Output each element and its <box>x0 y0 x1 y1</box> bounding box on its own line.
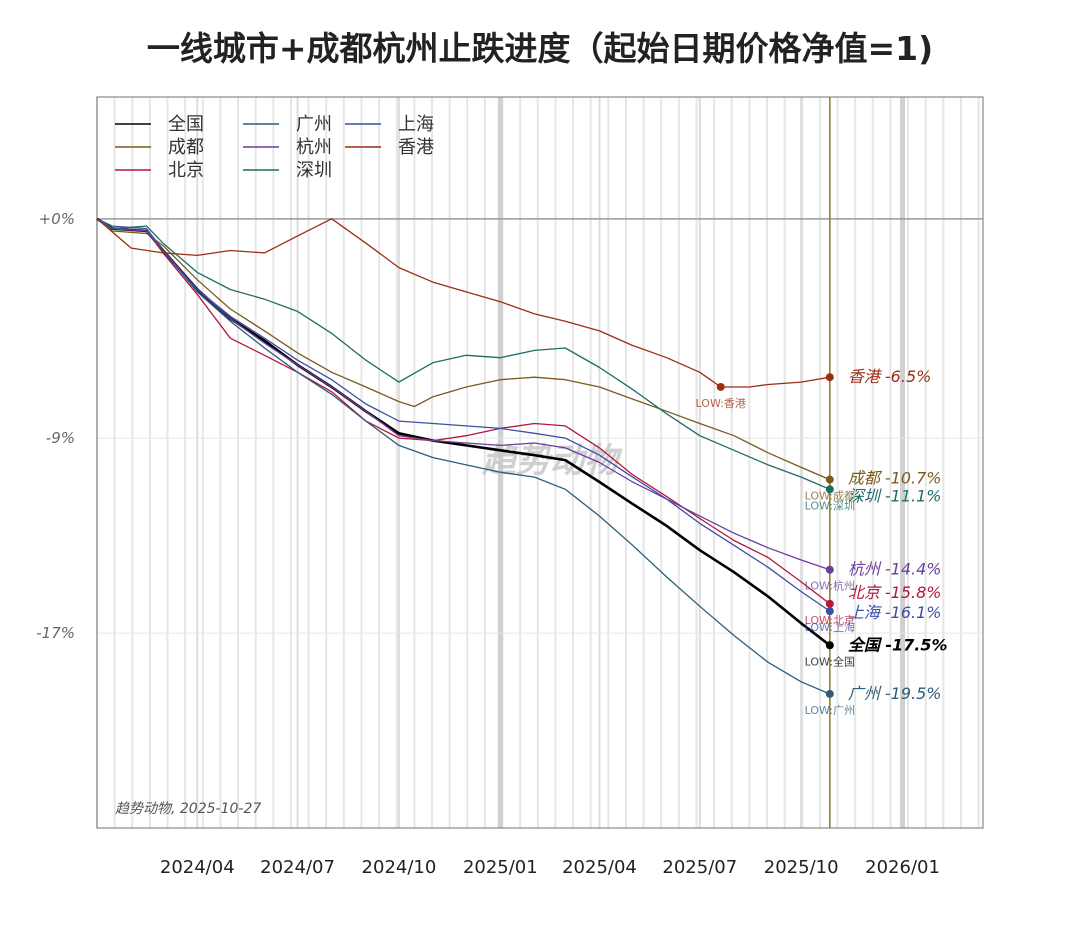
series-end-label: 香港 -6.5% <box>848 367 932 386</box>
series-end-label: 深圳 -11.1% <box>848 486 942 505</box>
plot-border <box>96 96 984 829</box>
series-line-全国 <box>96 217 831 647</box>
series-end-label: 成都 -10.7% <box>848 469 942 488</box>
x-tick-label: 2024/10 <box>362 857 437 878</box>
legend-label: 深圳 <box>296 160 332 181</box>
legend-label: 广州 <box>296 114 332 135</box>
series-end-marker-上海 <box>825 607 834 616</box>
series-end-marker-北京 <box>825 599 834 608</box>
y-tick-label: -9% <box>46 429 75 447</box>
series-end-label: 杭州 -14.4% <box>848 560 942 579</box>
series-line-深圳 <box>96 218 831 490</box>
x-tick-label: 2024/04 <box>160 857 235 878</box>
x-tick-label: 2025/01 <box>463 857 538 878</box>
series-end-marker-全国 <box>825 641 834 650</box>
x-tick-label: 2024/07 <box>260 857 335 878</box>
x-tick-label: 2025/07 <box>662 857 737 878</box>
series-low-label: LOW:杭州 <box>805 579 855 593</box>
series-low-label: LOW:全国 <box>805 654 855 668</box>
series-end-marker-香港 <box>825 373 834 382</box>
series-line-香港 <box>96 218 830 388</box>
legend-label: 香港 <box>398 137 434 158</box>
series-low-marker-香港 <box>716 382 725 391</box>
series-low-label: LOW:深圳 <box>805 499 855 512</box>
y-tick-label: +0% <box>39 210 75 228</box>
chart-credit: 趋势动物, 2025-10-27 <box>115 801 261 817</box>
series-line-成都 <box>96 218 831 481</box>
series-low-label: LOW:成都 <box>805 490 855 503</box>
legend-label: 杭州 <box>296 137 332 158</box>
watermark-text: 趋势动物 <box>481 441 623 481</box>
series-end-label: 全国 -17.5% <box>848 635 948 654</box>
series-line-杭州 <box>96 218 831 571</box>
series-end-marker-广州 <box>825 689 834 698</box>
x-tick-label: 2025/10 <box>764 857 839 878</box>
series-end-marker-杭州 <box>825 565 834 574</box>
series-line-上海 <box>96 218 831 612</box>
legend-label: 北京 <box>168 160 204 181</box>
series-low-label: LOW:上海 <box>805 620 855 634</box>
series-low-label: LOW:广州 <box>805 704 855 717</box>
series-end-label: 广州 -19.5% <box>848 684 942 703</box>
x-tick-label: 2026/01 <box>865 857 940 878</box>
series-end-marker-成都 <box>825 475 834 484</box>
series-line-北京 <box>96 218 831 605</box>
legend-label: 上海 <box>398 114 434 135</box>
series-low-label: LOW:香港 <box>696 397 746 410</box>
y-tick-label: -17% <box>36 624 75 642</box>
series-low-label: LOW:北京 <box>805 613 855 627</box>
series-end-label: 上海 -16.1% <box>848 603 942 622</box>
series-line-广州 <box>96 218 831 695</box>
x-tick-label: 2025/04 <box>562 857 637 878</box>
legend-label: 全国 <box>168 114 204 135</box>
legend-label: 成都 <box>168 137 204 158</box>
series-end-label: 北京 -15.8% <box>848 583 942 602</box>
chart-title: 一线城市+成都杭州止跌进度（起始日期价格净值=1) <box>146 29 934 68</box>
series-end-marker-深圳 <box>825 485 834 494</box>
